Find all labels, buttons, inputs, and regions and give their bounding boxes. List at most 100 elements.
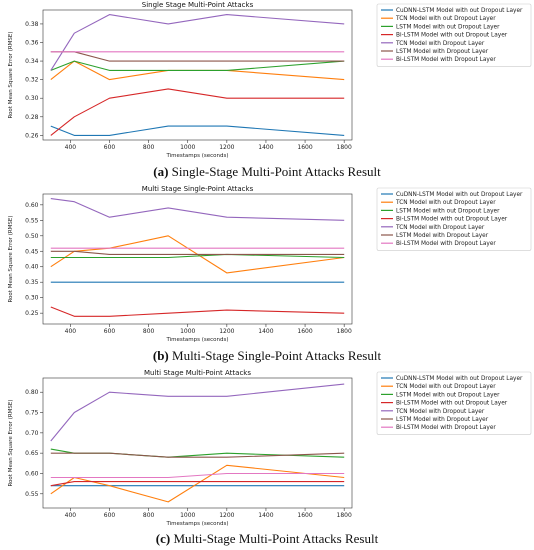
legend-label: Bi-LSTM Model with Dropout Layer [396, 425, 496, 431]
y-tick-label: 0.55 [25, 491, 39, 498]
x-tick-label: 1800 [337, 512, 352, 519]
y-tick-label: 0.30 [25, 295, 39, 302]
plot-frame [42, 193, 353, 325]
y-tick-label: 0.60 [25, 202, 39, 209]
chart-title: Single Stage Multi-Point Attacks [142, 1, 254, 9]
caption-c: (c) Multi-Stage Multi-Point Attacks Resu… [0, 531, 534, 547]
legend-label: Bi-LSTM Model with out Dropout Layer [396, 217, 508, 223]
chart-panel-b: Multi Stage Single-Point Attacks 400 600 80… [0, 184, 534, 344]
caption-a: (a) Single-Stage Multi-Point Attacks Res… [0, 164, 534, 180]
caption-text: Multi-Stage Multi-Point Attacks Result [170, 531, 379, 546]
series-line [50, 235, 345, 274]
legend-label: CuDNN-LSTM Model with out Dropout Layer [396, 376, 523, 382]
x-tick-label: 1800 [337, 328, 352, 335]
y-tick-label: 0.30 [25, 95, 39, 102]
y-tick-label: 0.55 [25, 217, 39, 224]
x-tick-label: 1200 [219, 328, 234, 335]
legend-label: TCN Model with Dropout Layer [395, 225, 485, 231]
y-tick-label: 0.40 [25, 264, 39, 271]
series-line [50, 125, 345, 136]
series-line [50, 306, 345, 317]
y-tick-label: 0.45 [25, 248, 39, 255]
legend-label: TCN Model with out Dropout Layer [395, 200, 496, 206]
series-line [50, 464, 345, 503]
y-tick-label: 0.80 [25, 389, 39, 396]
legend-box [376, 187, 532, 251]
y-tick-label: 0.75 [25, 410, 39, 417]
x-axis-label: Timestamps (seconds) [165, 153, 228, 159]
x-tick-label: 600 [104, 512, 116, 519]
caption-text: Multi-Stage Single-Point Attacks Result [168, 348, 382, 363]
legend-label: LSTM Model with out Dropout Layer [396, 24, 500, 30]
legend-label: LSTM Model with out Dropout Layer [396, 208, 500, 214]
caption-letter: (c) [155, 531, 171, 546]
y-tick-label: 0.32 [25, 77, 39, 84]
chart-a: Single Stage Multi-Point Attacks 400 600 80… [8, 1, 532, 159]
legend-label: Bi-LSTM Model with Dropout Layer [396, 241, 496, 247]
legend-box [376, 3, 532, 67]
chart-panel-c: Multi Stage Multi-Point Attacks 400 600 800… [0, 368, 534, 528]
caption-letter: (a) [153, 164, 169, 179]
x-tick-label: 1000 [180, 328, 195, 335]
series-line [50, 14, 345, 71]
x-tick-label: 600 [104, 144, 116, 151]
x-tick-label: 1400 [258, 512, 273, 519]
legend-label: Bi-LSTM Model with Dropout Layer [396, 57, 496, 63]
series-line [50, 250, 345, 255]
series-line [50, 452, 345, 458]
y-tick-label: 0.70 [25, 430, 39, 437]
x-tick-label: 1000 [180, 144, 195, 151]
x-tick-label: 600 [104, 328, 116, 335]
x-tick-label: 1400 [258, 144, 273, 151]
y-tick-label: 0.26 [25, 132, 39, 139]
y-axis-label: Root Mean Square Error (RMSE) [8, 399, 14, 486]
series-line [50, 60, 345, 71]
legend-label: TCN Model with Dropout Layer [395, 41, 485, 47]
y-tick-label: 0.34 [25, 58, 39, 65]
series-line [50, 472, 345, 479]
caption-text: Single-Stage Multi-Point Attacks Result [168, 164, 381, 179]
x-tick-label: 1600 [297, 512, 312, 519]
x-tick-label: 1200 [219, 144, 234, 151]
y-tick-label: 0.50 [25, 233, 39, 240]
y-tick-label: 0.65 [25, 450, 39, 457]
series-line [50, 481, 345, 487]
chart-title: Multi Stage Multi-Point Attacks [144, 369, 251, 377]
legend-label: LSTM Model with Dropout Layer [396, 417, 489, 423]
chart-b: Multi Stage Single-Point Attacks 400 600 80… [8, 185, 532, 343]
x-tick-label: 1600 [297, 144, 312, 151]
legend-label: TCN Model with out Dropout Layer [395, 16, 496, 22]
legend-label: CuDNN-LSTM Model with out Dropout Layer [396, 192, 523, 198]
legend-label: TCN Model with Dropout Layer [395, 409, 485, 415]
x-tick-label: 800 [143, 144, 155, 151]
legend-label: Bi-LSTM Model with out Dropout Layer [396, 401, 508, 407]
x-axis-label: Timestamps (seconds) [165, 337, 228, 343]
plot-frame [42, 9, 353, 141]
series-line [50, 198, 345, 221]
chart-title: Multi Stage Single-Point Attacks [142, 185, 254, 193]
series-line [50, 60, 345, 81]
x-tick-label: 400 [65, 512, 77, 519]
y-tick-label: 0.25 [25, 310, 39, 317]
x-tick-label: 1000 [180, 512, 195, 519]
series-line [50, 383, 345, 442]
plot-frame [42, 377, 353, 509]
y-tick-label: 0.35 [25, 279, 39, 286]
legend-label: LSTM Model with out Dropout Layer [396, 392, 500, 398]
y-tick-label: 0.36 [25, 40, 39, 47]
y-axis-label: Root Mean Square Error (RMSE) [8, 215, 14, 302]
series-line [50, 88, 345, 136]
legend-box [376, 371, 532, 435]
chart-panel-a: Single Stage Multi-Point Attacks 400 600 80… [0, 0, 534, 160]
x-tick-label: 1600 [297, 328, 312, 335]
x-tick-label: 800 [143, 512, 155, 519]
caption-letter: (b) [152, 348, 169, 363]
chart-c: Multi Stage Multi-Point Attacks 400 600 800… [8, 369, 532, 527]
x-tick-label: 800 [143, 328, 155, 335]
legend-label: Bi-LSTM Model with out Dropout Layer [396, 33, 508, 39]
legend-label: CuDNN-LSTM Model with out Dropout Layer [396, 8, 523, 14]
x-axis-label: Timestamps (seconds) [165, 521, 228, 527]
x-tick-label: 1400 [258, 328, 273, 335]
x-tick-label: 1800 [337, 144, 352, 151]
y-tick-label: 0.38 [25, 21, 39, 28]
